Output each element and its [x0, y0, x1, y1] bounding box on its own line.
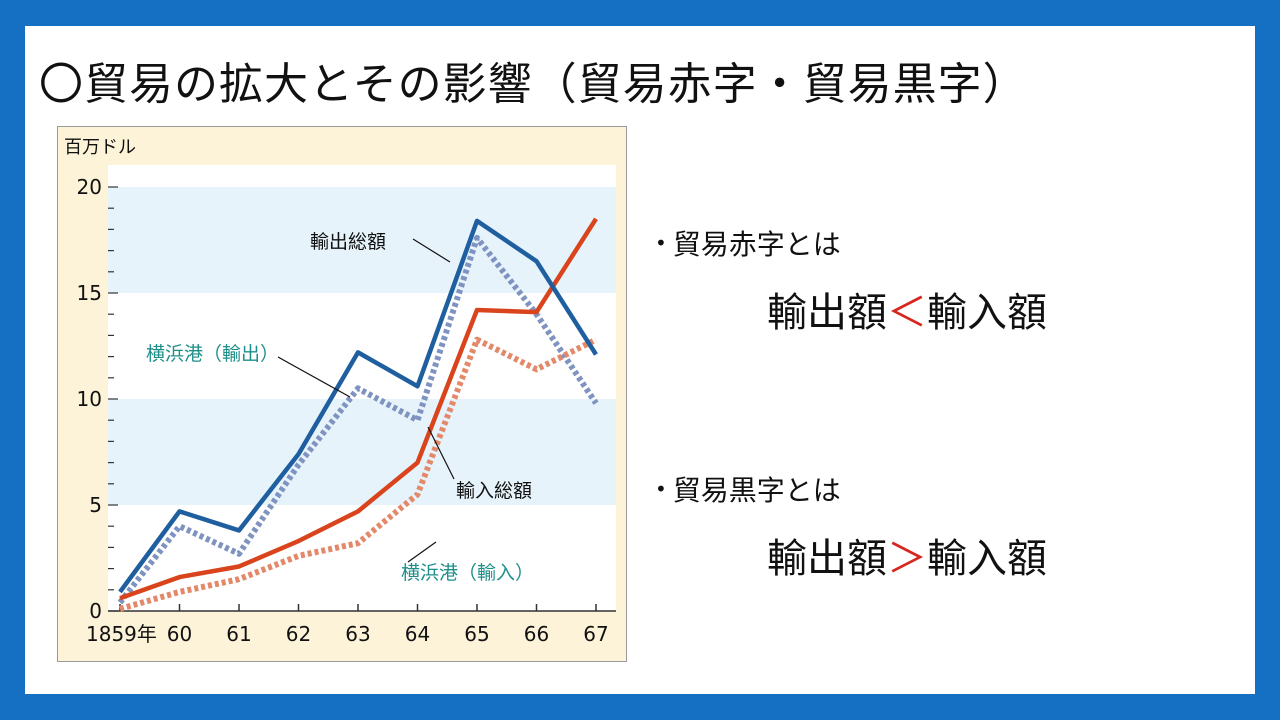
- x-tick-label: 63: [345, 622, 370, 646]
- x-tick-label: 60: [167, 622, 192, 646]
- x-tick-label: 1859年: [86, 622, 157, 646]
- less-than-symbol: ＜: [887, 290, 927, 336]
- formula-surplus-lhs: 輸出額: [767, 536, 887, 582]
- x-tick-label: 65: [464, 622, 489, 646]
- series-line-1: [117, 234, 599, 605]
- series-line-3: [119, 336, 598, 612]
- x-tick-label: 66: [524, 622, 549, 646]
- legend-import-total: 輸入総額: [456, 480, 532, 502]
- y-tick-label: 15: [77, 281, 102, 305]
- greater-than-symbol: ＞: [887, 536, 927, 582]
- axes: 0 5 10 15 20 1859年 60 61 62 63 64 65 66 67: [77, 175, 616, 646]
- leader-line-1: [277, 356, 351, 398]
- bullet-icon: •: [655, 231, 667, 255]
- band-1: [108, 399, 616, 505]
- trade-chart: 百万ドル 0 5 10 15 20 1859年 60 61 62 63 64 65 66 67 輸出総額 …: [57, 126, 627, 662]
- legend-yokohama-import: 横浜港（輸入）: [401, 562, 534, 584]
- formula-deficit: 輸出額＜輸入額: [767, 280, 1047, 338]
- y-tick-label: 0: [89, 599, 102, 623]
- x-tick-label: 64: [405, 622, 430, 646]
- x-tick-label: 67: [583, 622, 608, 646]
- series-line-0: [118, 218, 598, 594]
- slide: 〇貿易の拡大とその影響（貿易赤字・貿易黒字） 百万ドル 0 5 10 15 20 1859…: [25, 26, 1255, 694]
- leader-line-0: [412, 238, 451, 263]
- legend-export-total: 輸出総額: [310, 231, 386, 253]
- x-tick-label: 61: [226, 622, 251, 646]
- legend-yokohama-export: 横浜港（輸出）: [146, 343, 279, 365]
- series-lines: [117, 217, 599, 612]
- definition-deficit: • 貿易赤字とは: [655, 223, 841, 263]
- band-0: [108, 187, 616, 293]
- series-line-2: [119, 217, 598, 601]
- page-title: 〇貿易の拡大とその影響（貿易赤字・貿易黒字）: [39, 59, 1028, 110]
- y-tick-label: 20: [77, 175, 102, 199]
- bullet-icon: •: [655, 477, 667, 501]
- leader-lines: [277, 238, 455, 563]
- leader-line-2: [427, 426, 455, 480]
- y-tick-label: 10: [77, 387, 102, 411]
- definition-surplus-term: 貿易黒字とは: [672, 474, 841, 507]
- definition-deficit-term: 貿易赤字とは: [672, 228, 841, 261]
- y-tick-label: 5: [89, 493, 102, 517]
- formula-surplus: 輸出額＞輸入額: [767, 526, 1047, 584]
- formula-surplus-rhs: 輸入額: [927, 536, 1047, 582]
- leader-line-3: [407, 541, 437, 563]
- y-axis-unit-label: 百万ドル: [64, 137, 136, 158]
- x-tick-label: 62: [286, 622, 311, 646]
- formula-deficit-lhs: 輸出額: [767, 290, 887, 336]
- definition-surplus: • 貿易黒字とは: [655, 469, 841, 509]
- formula-deficit-rhs: 輸入額: [927, 290, 1047, 336]
